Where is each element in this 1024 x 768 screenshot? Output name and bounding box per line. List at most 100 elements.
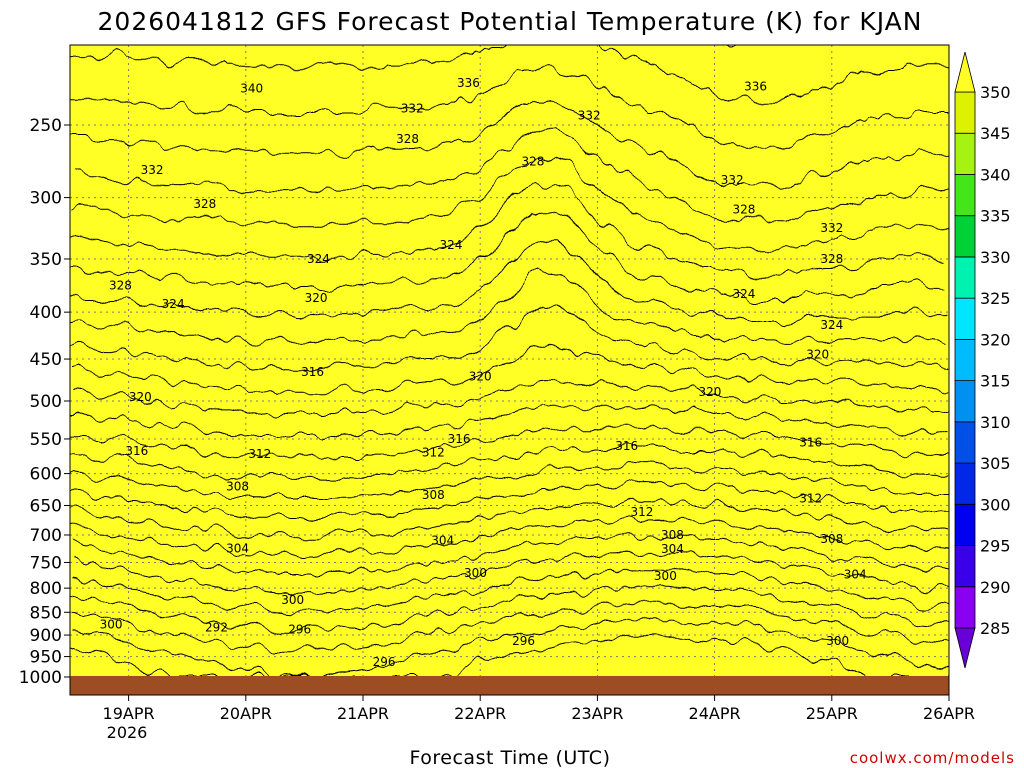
colorbar-segment [954,132,976,175]
colorbar-segment [954,421,976,464]
colorbar-segment [954,586,976,629]
contour-label: 320 [129,390,152,404]
x-tick-label: 25APR [806,704,858,723]
contour-line-296 [70,553,949,593]
colorbar-segment [954,174,976,217]
contour-label: 332 [401,102,424,116]
y-tick-label: 850 [30,603,62,623]
contour-label: 324 [820,318,843,332]
colorbar-segment [954,215,976,258]
contour-label: 304 [431,534,454,548]
y-tick-label: 900 [30,626,62,646]
contour-line-302 [70,501,949,538]
x-tick-label: 23APR [571,704,623,723]
y-axis: 250 300 350 400 450 500 550 600 650 700 750 800 850 9… [19,116,70,688]
contour-label: 300 [826,634,849,648]
contour-label: 300 [654,569,677,583]
contour-label: 312 [248,447,271,461]
y-tick-label: 500 [30,392,62,412]
colorbar-label: 325 [980,289,1011,308]
colorbar-segment [954,545,976,588]
contour-label: 308 [820,532,843,546]
ground-surface [70,676,949,695]
colorbar-label: 350 [980,83,1011,102]
y-tick-label: 300 [30,189,62,209]
contour-label: 324 [732,287,755,301]
y-tick-label: 250 [30,116,62,136]
contour-label: 308 [422,488,445,502]
y-tick-label: 600 [30,465,62,485]
contour-line-320 [70,269,949,342]
contour-label: 320 [469,369,492,383]
colorbar-label: 295 [980,537,1011,556]
contour-label: 340 [240,81,263,95]
colorbar-label: 340 [980,165,1011,184]
x-tick-label: 19APR [103,704,155,723]
temperature-field [70,45,949,695]
colorbar: 285 290 295 300 305 310 315 320 325 330 335 340 345 3… [954,51,1011,669]
contour-line-288 [70,619,949,677]
x-tick-label: 24APR [689,704,741,723]
contour-line-294 [70,569,949,612]
contour-label: 300 [464,566,487,580]
contour-label: 296 [288,623,311,637]
x-axis-title: Forecast Time (UTC) [410,747,611,768]
x-axis-year-label: 2026 [107,723,148,742]
contour-label: 332 [141,163,164,177]
contour-set [70,36,949,678]
plot-area: 340 336 336 332 332 332 332 332 328 328 328 328 328 3… [69,36,950,696]
colorbar-segment [954,380,976,423]
contour-label: 328 [193,197,216,211]
contour-line-312 [70,405,949,437]
contour-label: 328 [396,132,419,146]
contour-label: 296 [512,634,535,648]
y-tick-label: 350 [30,250,62,270]
contour-label: 316 [615,439,638,453]
colorbar-label: 335 [980,207,1011,226]
contour-label: 300 [100,617,123,631]
contour-line-298 [70,535,949,575]
contour-label: 320 [806,348,829,362]
colorbar-segment [954,91,976,134]
y-tick-label: 750 [30,553,62,573]
colorbar-label: 330 [980,248,1011,267]
contour-label: 328 [109,278,132,292]
contour-label: 324 [439,238,462,252]
contour-label: 328 [820,252,843,266]
colorbar-bottom-arrow [954,627,976,669]
y-tick-label: 800 [30,579,62,599]
colorbar-label: 305 [980,454,1011,473]
contour-label: 336 [457,76,480,90]
y-tick-label: 650 [30,496,62,516]
colorbar-segment [954,338,976,382]
contour-label: 312 [422,445,445,459]
x-tick-label: 22APR [454,704,506,723]
y-tick-label: 450 [30,350,62,370]
contour-line-338 [709,36,815,44]
colorbar-label: 320 [980,330,1011,349]
contour-label: 296 [373,655,396,669]
contour-line-290 [70,602,949,651]
contour-label: 300 [281,593,304,607]
credit-text: coolwx.com/models [850,749,1015,767]
y-tick-label: 1000 [19,668,62,688]
chart-title: 2026041812 GFS Forecast Potential Temper… [98,7,923,36]
contour-line-332 [70,101,949,188]
contour-label: 332 [578,108,601,122]
colorbar-label: 285 [980,619,1011,638]
field-band-14 [70,45,949,681]
contour-lines [70,36,949,678]
contour-label: 304 [661,542,684,556]
contour-label: 308 [661,528,684,542]
contour-label: 292 [205,620,228,634]
contour-label: 316 [799,436,822,450]
colorbar-label: 345 [980,124,1011,143]
contour-line-322 [70,237,949,323]
y-tick-label: 950 [30,648,62,668]
contour-line-328 [70,158,949,251]
contour-label: 304 [226,541,249,555]
contour-labels: 340 336 336 332 332 332 332 332 328 328 328 328 328 3… [100,76,867,669]
colorbar-label: 300 [980,495,1011,514]
colorbar-label: 290 [980,578,1011,597]
